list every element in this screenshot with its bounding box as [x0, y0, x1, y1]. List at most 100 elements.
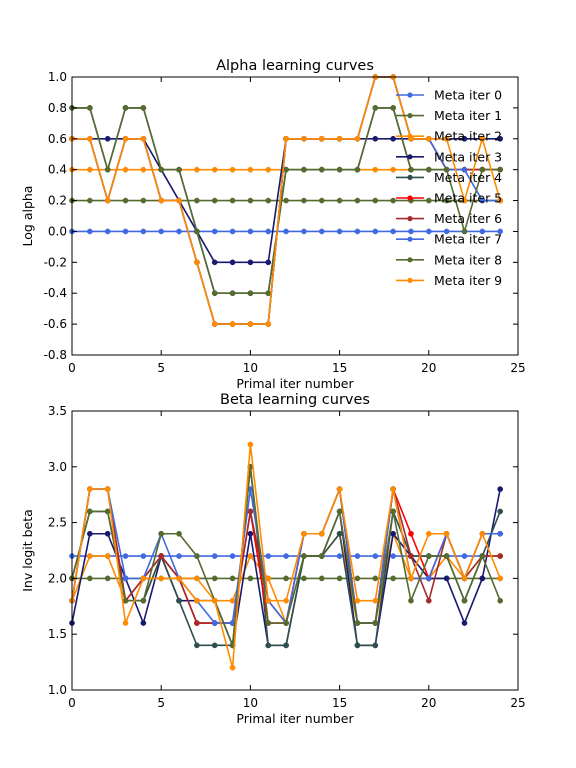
data-point: [461, 166, 468, 173]
data-point: [283, 642, 289, 649]
legend-item-8: Meta iter 8: [396, 252, 502, 267]
data-point: [354, 620, 361, 626]
data-point: [158, 197, 165, 204]
data-point: [479, 530, 486, 537]
x-tick-label: 15: [332, 696, 347, 710]
y-tick-label: -0.8: [44, 348, 67, 362]
legend-item-7: Meta iter 7: [396, 232, 502, 247]
data-point: [194, 575, 200, 582]
data-point: [265, 259, 272, 266]
data-point: [443, 197, 450, 204]
data-point: [372, 105, 379, 111]
data-point: [86, 197, 93, 204]
data-point: [122, 197, 129, 204]
data-point: [497, 553, 504, 559]
data-point: [176, 197, 182, 204]
data-point: [211, 620, 218, 626]
data-point: [408, 553, 414, 559]
data-point: [211, 575, 218, 582]
y-tick-label: 1.5: [48, 627, 67, 641]
x-tick-label: 10: [243, 361, 258, 375]
beta-chart: 0 5 10 15 20 25 1.0 1.5 2.0 2.5 3.0 3.5 Beta learnin…: [20, 392, 526, 726]
data-point: [247, 166, 254, 173]
data-point: [301, 553, 307, 559]
legend-marker: [407, 113, 413, 119]
legend-label: Meta iter 1: [434, 108, 502, 123]
data-point: [390, 105, 396, 111]
data-point: [443, 228, 450, 235]
x-tick-label: 20: [421, 361, 436, 375]
legend-marker: [407, 133, 413, 139]
data-point: [301, 530, 307, 537]
x-tick-label: 25: [510, 696, 525, 710]
data-point: [211, 228, 218, 235]
data-point: [479, 135, 486, 142]
data-point: [354, 197, 361, 204]
data-point: [497, 530, 504, 537]
data-point: [86, 530, 93, 537]
data-point: [301, 575, 307, 582]
data-point: [497, 228, 504, 235]
data-point: [86, 575, 93, 582]
data-point: [497, 197, 504, 204]
plot-frame: [71, 410, 519, 691]
legend-marker: [407, 236, 413, 242]
y-tick-label: 1.0: [48, 683, 67, 697]
data-point: [301, 166, 307, 173]
y-tick-label: 2.5: [48, 516, 67, 530]
y-axis-label: Log alpha: [20, 186, 35, 247]
y-tick-label: 0.8: [48, 101, 67, 115]
data-point: [247, 575, 254, 582]
data-point: [229, 664, 236, 671]
plot-area: [72, 77, 518, 355]
data-point: [390, 197, 396, 204]
y-tick-label: 3.5: [48, 404, 67, 418]
data-point: [176, 166, 182, 173]
data-point: [140, 575, 147, 582]
data-point: [194, 597, 200, 604]
data-point: [194, 553, 200, 559]
x-tick-label: 25: [510, 361, 525, 375]
data-point: [265, 620, 272, 626]
data-point: [390, 575, 396, 582]
data-point: [408, 530, 414, 537]
data-point: [372, 575, 379, 582]
data-point: [283, 575, 289, 582]
data-point: [104, 135, 111, 142]
data-point: [86, 135, 93, 142]
series-9: [69, 441, 504, 671]
series-group: [69, 74, 504, 327]
data-point: [301, 228, 307, 235]
data-point: [425, 197, 432, 204]
data-point: [211, 259, 218, 266]
legend-label: Meta iter 8: [434, 252, 502, 267]
data-point: [443, 553, 450, 559]
data-point: [194, 259, 200, 266]
legend-label: Meta iter 4: [434, 170, 502, 185]
data-point: [318, 166, 325, 173]
data-point: [104, 575, 111, 582]
data-point: [425, 166, 432, 173]
data-point: [425, 575, 432, 582]
x-axis-label: Primal iter number: [236, 711, 354, 726]
data-point: [318, 228, 325, 235]
y-tick-label: 3.0: [48, 460, 67, 474]
data-point: [247, 441, 254, 448]
data-point: [479, 575, 486, 582]
data-point: [158, 575, 165, 582]
x-axis-label: Primal iter number: [236, 376, 354, 391]
data-point: [336, 166, 343, 173]
data-point: [336, 508, 343, 515]
legend-marker: [407, 277, 413, 283]
data-point: [122, 105, 129, 111]
data-point: [425, 553, 432, 559]
data-point: [318, 530, 325, 537]
data-point: [461, 597, 468, 604]
data-point: [283, 197, 289, 204]
y-tick-label: 0.2: [48, 194, 67, 208]
data-point: [247, 259, 254, 266]
legend-label: Meta iter 3: [434, 149, 502, 164]
data-point: [158, 530, 165, 537]
data-point: [122, 553, 129, 559]
y-tick-label: -0.6: [44, 317, 67, 331]
